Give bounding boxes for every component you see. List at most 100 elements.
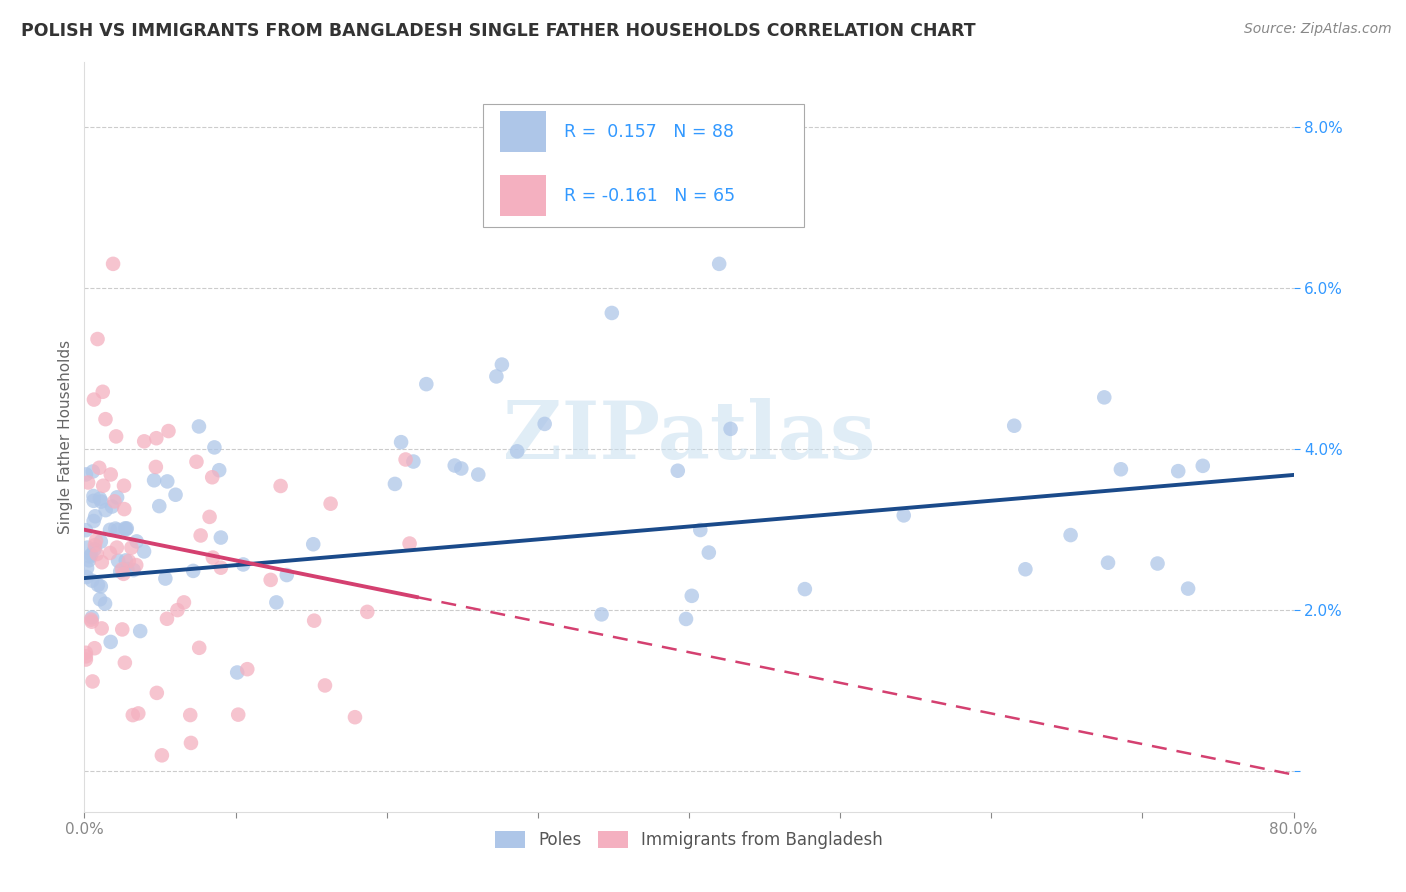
Point — [125, 558, 148, 572]
Point — [110, 565, 132, 579]
Point — [302, 537, 325, 551]
Point — [76, 561, 98, 575]
Point — [114, 656, 136, 670]
Point — [98, 523, 121, 537]
Point — [1191, 458, 1213, 473]
Point — [91, 384, 114, 399]
Point — [1146, 557, 1168, 571]
Point — [226, 707, 249, 722]
Point — [314, 678, 336, 692]
Point — [156, 475, 179, 489]
Point — [173, 595, 195, 609]
Point — [114, 521, 136, 535]
Point — [75, 467, 97, 482]
Point — [166, 603, 188, 617]
Point — [84, 533, 107, 548]
Point — [681, 589, 703, 603]
Point — [467, 467, 489, 482]
Point — [450, 461, 472, 475]
Point — [343, 710, 366, 724]
Point — [80, 548, 103, 562]
Point — [1177, 582, 1199, 596]
Point — [201, 550, 224, 565]
Point — [389, 435, 412, 450]
Point — [1059, 528, 1081, 542]
Point — [89, 592, 111, 607]
Point — [87, 578, 110, 592]
Point — [186, 455, 208, 469]
Text: Source: ZipAtlas.com: Source: ZipAtlas.com — [1244, 22, 1392, 37]
Point — [82, 465, 104, 479]
Point — [104, 522, 127, 536]
Point — [232, 558, 254, 572]
Point — [117, 562, 139, 576]
Point — [134, 434, 156, 449]
Point — [270, 479, 292, 493]
Text: R = -0.161   N = 65: R = -0.161 N = 65 — [564, 186, 735, 205]
Point — [1167, 464, 1189, 478]
Point — [100, 467, 122, 482]
Point — [319, 497, 342, 511]
Point — [80, 615, 103, 629]
Point — [485, 369, 508, 384]
Point — [90, 579, 112, 593]
Point — [276, 568, 298, 582]
Point — [86, 332, 108, 346]
Point — [188, 640, 211, 655]
Point — [398, 536, 420, 550]
Point — [1014, 562, 1036, 576]
Point — [105, 541, 128, 555]
Point — [80, 610, 103, 624]
Point — [1097, 556, 1119, 570]
Point — [146, 686, 169, 700]
Point — [90, 621, 112, 635]
Point — [115, 522, 138, 536]
Point — [83, 493, 105, 508]
Point — [82, 674, 104, 689]
Point — [415, 377, 437, 392]
Point — [84, 538, 107, 552]
Point — [83, 514, 105, 528]
Point — [101, 500, 124, 514]
Point — [129, 624, 152, 638]
Text: POLISH VS IMMIGRANTS FROM BANGLADESH SINGLE FATHER HOUSEHOLDS CORRELATION CHART: POLISH VS IMMIGRANTS FROM BANGLADESH SIN… — [21, 22, 976, 40]
Point — [105, 491, 128, 505]
Point — [120, 541, 142, 555]
Point — [356, 605, 378, 619]
Point — [266, 595, 288, 609]
Point — [100, 635, 122, 649]
Point — [84, 509, 107, 524]
Point — [107, 554, 129, 568]
Point — [122, 563, 145, 577]
Point — [202, 441, 225, 455]
Point — [112, 566, 135, 581]
Point — [90, 534, 112, 549]
Point — [75, 523, 97, 537]
Bar — [501, 175, 547, 216]
Point — [236, 662, 259, 676]
Point — [127, 706, 149, 721]
Point — [190, 528, 212, 542]
Point — [156, 612, 179, 626]
Point — [75, 646, 97, 660]
Point — [209, 531, 232, 545]
Point — [103, 494, 125, 508]
Point — [82, 489, 104, 503]
Point — [105, 429, 128, 443]
Point — [83, 392, 105, 407]
Point — [666, 464, 689, 478]
Point — [112, 502, 135, 516]
Point — [121, 708, 143, 723]
Text: R =  0.157   N = 88: R = 0.157 N = 88 — [564, 123, 734, 141]
Point — [155, 572, 177, 586]
Point — [150, 748, 173, 763]
Point — [720, 422, 742, 436]
Point — [83, 641, 105, 656]
Point — [201, 470, 224, 484]
Point — [89, 491, 111, 506]
Point — [132, 544, 155, 558]
Point — [394, 452, 416, 467]
Point — [143, 473, 166, 487]
Point — [111, 623, 134, 637]
Point — [157, 424, 180, 438]
